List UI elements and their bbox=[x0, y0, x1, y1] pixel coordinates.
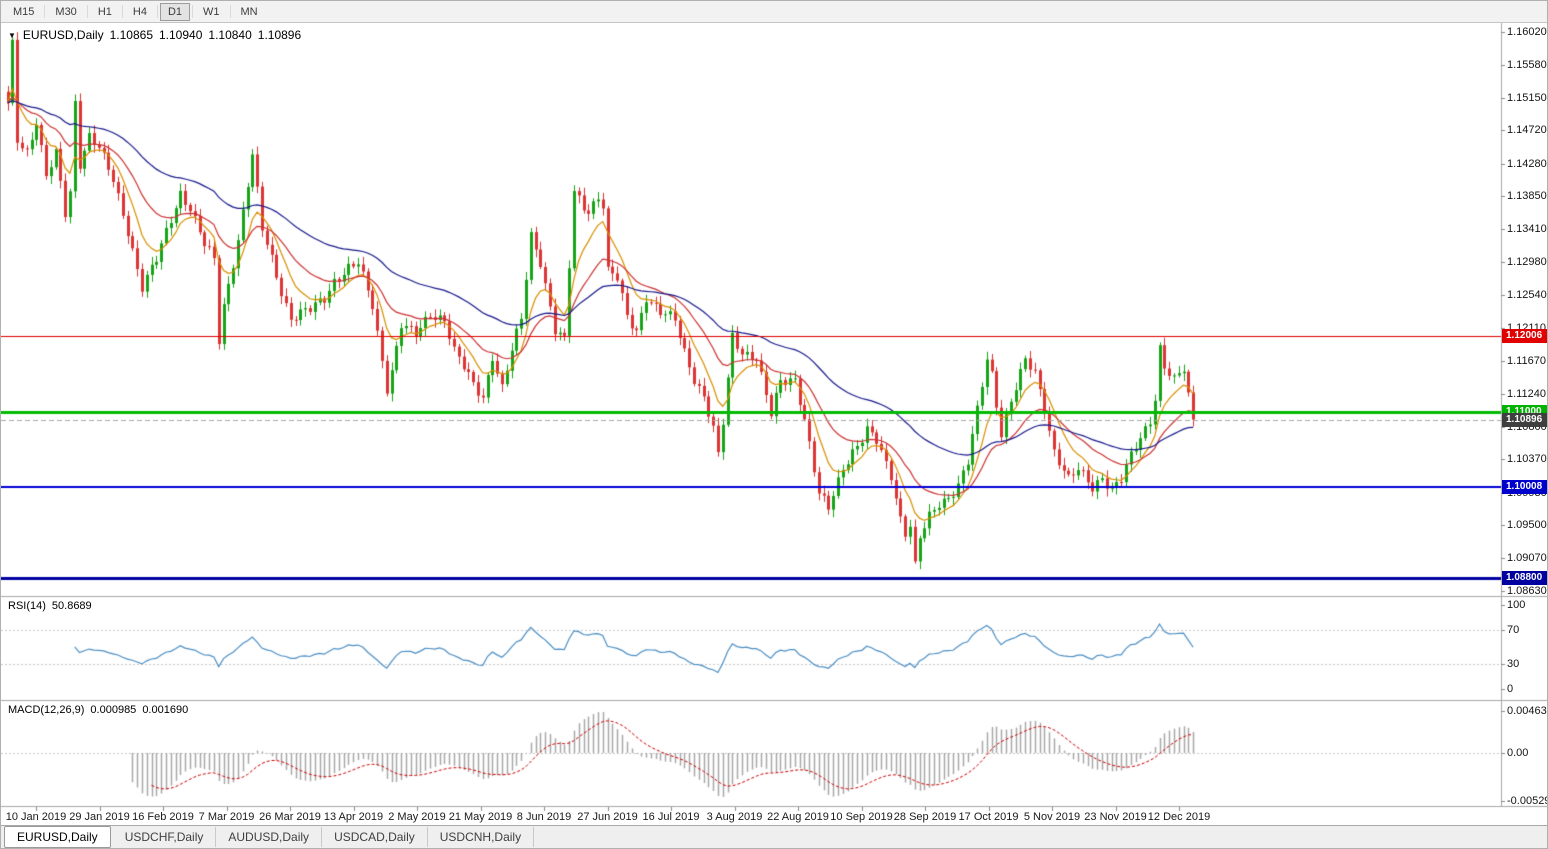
toolbar-separator bbox=[192, 5, 193, 18]
timeframe-toolbar: M15 M30 H1 H4 D1 W1 MN bbox=[1, 1, 1547, 23]
symbol-title: EURUSD,Daily bbox=[22, 28, 104, 42]
chart-tab-eurusd-daily[interactable]: EURUSD,Daily bbox=[4, 826, 111, 848]
timeframe-button-m30[interactable]: M30 bbox=[47, 3, 84, 21]
ohlc-low: 1.10840 bbox=[208, 28, 252, 42]
rsi-indicator-label: RSI(14) 50.8689 bbox=[8, 600, 92, 612]
macd-signal-value: 0.001690 bbox=[142, 704, 189, 716]
ohlc-close: 1.10896 bbox=[257, 28, 302, 42]
macd-indicator-label: MACD(12,26,9) 0.000985 0.001690 bbox=[8, 704, 188, 716]
toolbar-separator bbox=[86, 5, 88, 18]
ohlc-open: 1.10865 bbox=[109, 28, 153, 42]
rsi-value: 50.8689 bbox=[51, 600, 92, 612]
macd-main-value: 0.000985 bbox=[90, 704, 137, 716]
chart-tab-audusd-daily[interactable]: AUDUSD,Daily bbox=[216, 827, 323, 847]
toolbar-separator bbox=[229, 5, 231, 18]
timeframe-button-mn[interactable]: MN bbox=[233, 3, 266, 21]
chart-tab-usdcad-daily[interactable]: USDCAD,Daily bbox=[322, 827, 428, 847]
rsi-name: RSI(14) bbox=[8, 600, 46, 612]
symbol-dropdown-icon[interactable]: ▼ bbox=[8, 30, 16, 40]
timeframe-button-h1[interactable]: H1 bbox=[90, 3, 120, 21]
toolbar-separator bbox=[156, 5, 158, 18]
toolbar-separator bbox=[121, 5, 123, 18]
timeframe-button-w1[interactable]: W1 bbox=[195, 3, 228, 21]
chart-header: ▼ EURUSD,Daily 1.10865 1.10940 1.10840 1… bbox=[8, 28, 301, 42]
ohlc-high: 1.10940 bbox=[159, 28, 203, 42]
timeframe-button-h4[interactable]: H4 bbox=[125, 3, 155, 21]
macd-name: MACD(12,26,9) bbox=[8, 704, 85, 716]
chart-tab-usdcnh-daily[interactable]: USDCNH,Daily bbox=[428, 827, 535, 847]
chart-tab-usdchf-daily[interactable]: USDCHF,Daily bbox=[113, 827, 217, 847]
timeframe-button-m15[interactable]: M15 bbox=[5, 3, 42, 21]
toolbar-separator bbox=[44, 5, 46, 18]
timeframe-button-d1[interactable]: D1 bbox=[159, 2, 190, 21]
chart-tabs-bar: EURUSD,Daily USDCHF,Daily AUDUSD,Daily USDC… bbox=[1, 825, 1547, 848]
